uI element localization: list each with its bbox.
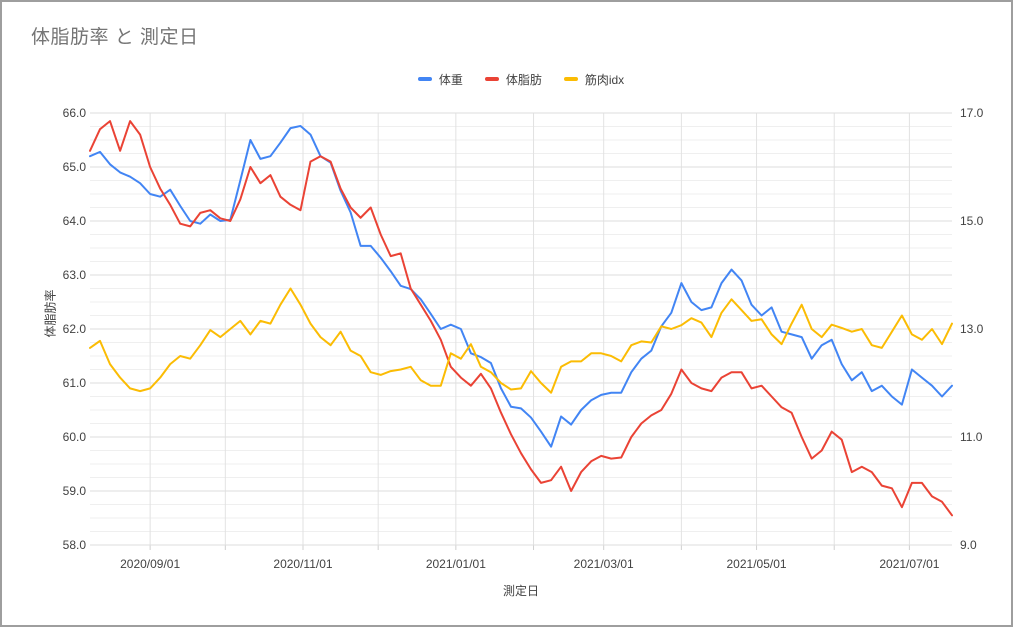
legend-label: 体脂肪 bbox=[505, 72, 542, 87]
y-axis-tick-label-left: 60.0 bbox=[62, 430, 86, 444]
series-line-2 bbox=[89, 287, 953, 394]
y-axis-tick-label-left: 61.0 bbox=[62, 376, 86, 390]
legend-item-bodyfat[interactable]: 体脂肪 bbox=[484, 71, 542, 88]
legend-swatch-bodyfat-icon bbox=[484, 77, 499, 81]
y-axis-tick-label-right: 9.0 bbox=[960, 538, 977, 552]
y-axis-tick-label-left: 64.0 bbox=[62, 214, 86, 228]
chart-title: 体脂肪率 と 測定日 bbox=[31, 27, 199, 48]
x-axis-title: 測定日 bbox=[502, 584, 539, 598]
y-axis-tick-label-left: 62.0 bbox=[62, 322, 86, 336]
x-axis-tick-label: 2020/11/01 bbox=[273, 557, 333, 571]
x-axis-tick-label: 2021/05/01 bbox=[726, 557, 787, 571]
series-line-1 bbox=[89, 120, 953, 517]
x-axis-tick-label: 2020/09/01 bbox=[120, 557, 181, 571]
x-axis-tick-label: 2021/03/01 bbox=[573, 557, 634, 571]
y-axis-tick-label-left: 65.0 bbox=[62, 160, 86, 174]
legend-item-weight[interactable]: 体重 bbox=[417, 71, 463, 88]
legend-label: 筋肉idx bbox=[584, 72, 625, 87]
legend-label: 体重 bbox=[438, 72, 463, 87]
x-axis-tick-label: 2021/01/01 bbox=[425, 557, 486, 571]
legend-swatch-weight-icon bbox=[417, 77, 432, 81]
y-axis-tick-label-right: 15.0 bbox=[960, 214, 984, 228]
y-axis-tick-label-left: 59.0 bbox=[62, 484, 86, 498]
x-axis-tick-label: 2021/07/01 bbox=[879, 557, 940, 571]
y-axis-tick-label-right: 13.0 bbox=[960, 322, 984, 336]
legend-item-muscle-idx[interactable]: 筋肉idx bbox=[563, 71, 625, 88]
y-axis-tick-label-right: 17.0 bbox=[960, 106, 984, 120]
y-axis-tick-label-left: 58.0 bbox=[62, 538, 86, 552]
series-line-0 bbox=[89, 124, 953, 448]
y-axis-tick-label-right: 11.0 bbox=[960, 430, 983, 444]
y-axis-tick-label-left: 66.0 bbox=[62, 106, 86, 120]
legend: 体重 体脂肪 筋肉idx bbox=[90, 71, 952, 87]
y-axis-tick-label-left: 63.0 bbox=[62, 268, 86, 282]
legend-swatch-muscle-idx-icon bbox=[563, 77, 578, 81]
